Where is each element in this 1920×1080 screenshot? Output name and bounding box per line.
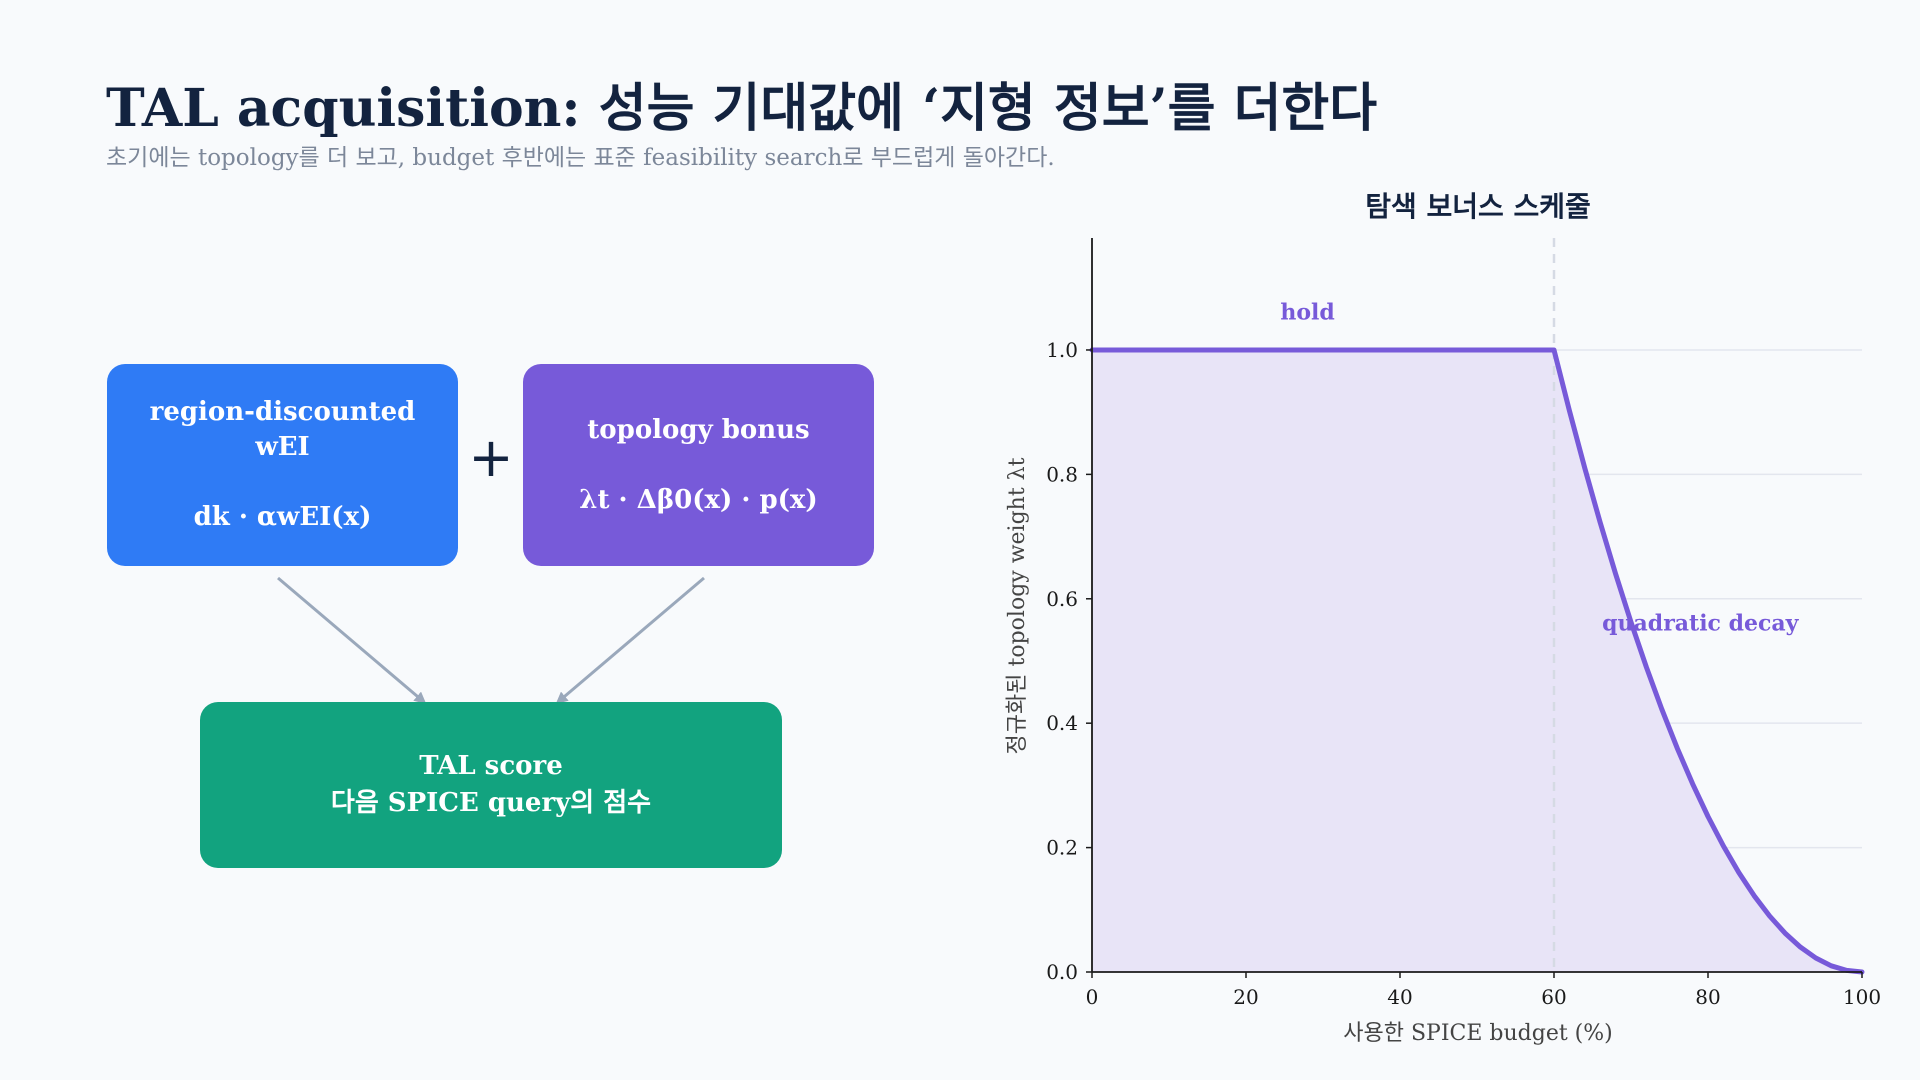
y-tick-label: 0.4	[1046, 711, 1078, 735]
wei-term-box: region-discounted wEI dk · αwEI(x)	[107, 364, 458, 566]
annotations: hold quadratic decay	[1280, 300, 1799, 637]
ticks: 0.0 0.2 0.4 0.6 0.8 1.0 0 20 40 60 80 100	[1046, 338, 1881, 1009]
x-tick-label: 20	[1233, 985, 1258, 1009]
y-tick-label: 0.8	[1046, 462, 1078, 486]
arrow-right-to-score	[555, 576, 705, 704]
wei-term-formula: dk · αwEI(x)	[193, 502, 372, 532]
page-subtitle: 초기에는 topology를 더 보고, budget 후반에는 표준 feas…	[106, 145, 1055, 171]
tal-score-description: 다음 SPICE query의 점수	[330, 788, 652, 818]
wei-term-label-line2: wEI	[255, 432, 310, 462]
y-axis-label: 정규화된 topology weight λt	[1005, 457, 1030, 754]
x-tick-label: 40	[1387, 985, 1412, 1009]
area-fill	[1092, 350, 1862, 972]
wei-term-label-line1: region-discounted	[149, 397, 416, 427]
page-title: TAL acquisition: 성능 기대값에 ‘지형 정보’를 더한다	[106, 78, 1378, 139]
annotation-label: hold	[1280, 300, 1334, 326]
annotation-label: quadratic decay	[1602, 611, 1799, 637]
plus-operator: +	[468, 426, 514, 489]
x-tick-label: 0	[1086, 985, 1099, 1009]
topology-bonus-label: topology bonus	[587, 414, 810, 445]
chart-title: 탐색 보너스 스케줄	[1365, 190, 1591, 223]
y-tick-label: 0.2	[1046, 836, 1078, 860]
y-tick-label: 1.0	[1046, 338, 1078, 362]
x-tick-label: 100	[1843, 985, 1881, 1009]
topology-bonus-box: topology bonus λt · Δβ0(x) · p(x)	[523, 364, 874, 566]
y-tick-label: 0.6	[1046, 587, 1078, 611]
topology-bonus-formula: λt · Δβ0(x) · p(x)	[579, 484, 818, 515]
tal-score-label: TAL score	[419, 751, 563, 781]
arrow-left-to-score	[277, 576, 427, 704]
tal-score-box: TAL score 다음 SPICE query의 점수	[200, 702, 782, 868]
x-axis-label: 사용한 SPICE budget (%)	[1343, 1021, 1613, 1046]
x-tick-label: 80	[1695, 985, 1720, 1009]
series-line	[1089, 347, 1865, 975]
y-tick-label: 0.0	[1046, 960, 1078, 984]
x-tick-label: 60	[1541, 985, 1566, 1009]
